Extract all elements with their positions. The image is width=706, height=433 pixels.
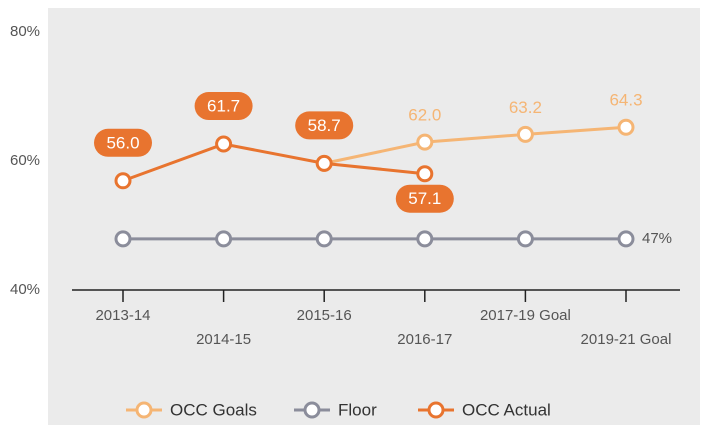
value-label: 56.0 <box>106 133 139 152</box>
value-label: 61.7 <box>207 97 240 116</box>
value-label-pill <box>395 184 454 213</box>
data-point <box>315 154 333 172</box>
value-label: 64.3 <box>609 91 642 110</box>
data-point <box>416 230 434 248</box>
value-label: 57.1 <box>408 189 441 208</box>
value-label-pill <box>94 128 152 157</box>
data-point <box>516 230 534 248</box>
series-line <box>122 142 425 183</box>
data-point <box>617 118 635 136</box>
x-tick-label: 2015-16 <box>297 307 352 324</box>
data-point <box>215 230 233 248</box>
y-tick-label: 40% <box>10 281 40 298</box>
value-label: 58.7 <box>308 116 341 135</box>
data-point <box>416 133 434 151</box>
x-tick-label: 2017-19 Goal <box>480 307 571 324</box>
data-point <box>416 165 434 183</box>
y-tick-label: 60% <box>10 152 40 169</box>
value-label-pill <box>194 92 253 121</box>
value-label-pill <box>295 111 354 140</box>
legend-label: Floor <box>338 400 377 419</box>
y-tick-label: 80% <box>10 23 40 40</box>
x-tick-label: 2014-15 <box>196 331 251 348</box>
data-point <box>215 135 233 153</box>
data-point <box>516 125 534 143</box>
legend-marker <box>427 401 445 419</box>
data-point <box>114 172 132 190</box>
data-point <box>315 230 333 248</box>
x-tick-label: 2016-17 <box>397 331 452 348</box>
value-label: 63.2 <box>509 98 542 117</box>
legend-marker <box>303 401 321 419</box>
series-line <box>323 125 627 165</box>
value-label: 47% <box>642 230 672 247</box>
value-label: 62.0 <box>408 106 441 125</box>
data-point <box>617 230 635 248</box>
legend-marker <box>135 401 153 419</box>
x-tick-label: 2013-14 <box>95 307 150 324</box>
data-point <box>114 230 132 248</box>
plot-background <box>48 8 700 425</box>
x-tick-label: 2019-21 Goal <box>581 331 672 348</box>
legend-label: OCC Goals <box>170 400 257 419</box>
legend-label: OCC Actual <box>462 400 551 419</box>
